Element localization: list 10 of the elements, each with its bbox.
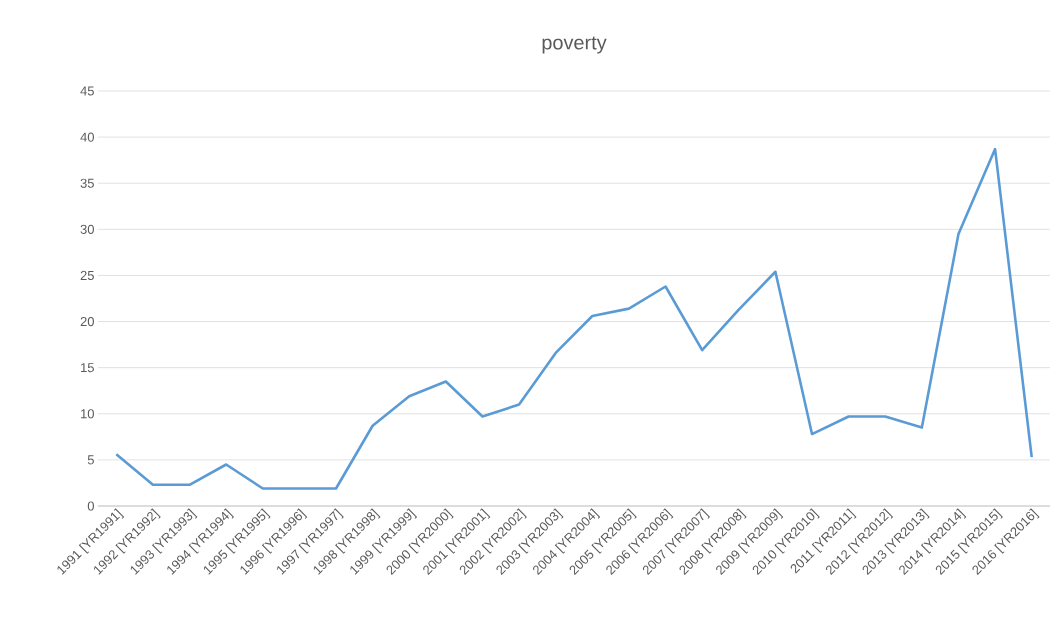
y-tick-label: 30 — [80, 224, 94, 234]
y-tick-label: 25 — [80, 270, 94, 281]
y-tick-label: 10 — [81, 409, 94, 419]
y-tick-label: 45 — [80, 86, 94, 96]
y-tick-label: 15 — [81, 363, 94, 373]
chart-title: poverty — [542, 36, 607, 54]
y-tick-label: 5 — [87, 455, 94, 465]
y-tick-label: 40 — [80, 132, 94, 142]
y-tick-label: 20 — [80, 316, 94, 327]
y-tick-label: 35 — [80, 178, 94, 188]
